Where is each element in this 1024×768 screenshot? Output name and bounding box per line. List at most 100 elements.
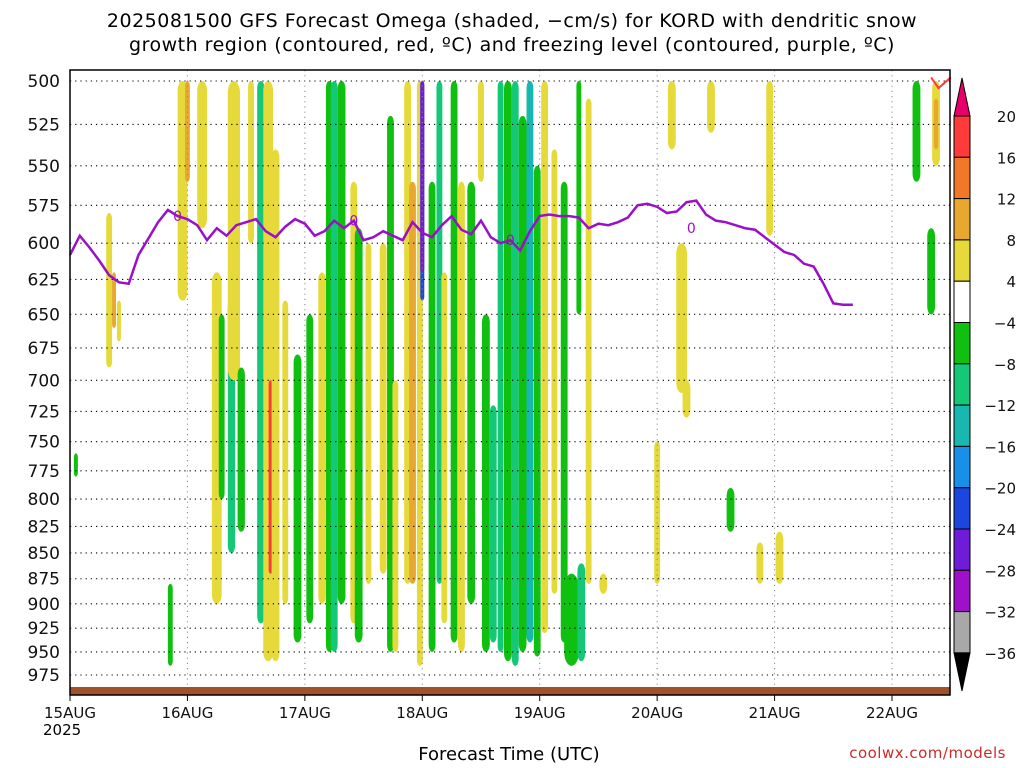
omega-shade-streak-0 bbox=[73, 453, 78, 477]
omega-shade-streak-37 bbox=[436, 81, 443, 584]
omega-shade-streak-3 bbox=[116, 300, 121, 342]
omega-shade-streak-21 bbox=[318, 272, 326, 604]
omega-shade-streak-13 bbox=[248, 81, 254, 244]
omega-shade-streak-68 bbox=[912, 81, 921, 182]
colorbar-bin-4 bbox=[953, 280, 971, 324]
colorbar-label-8: −16 bbox=[984, 438, 1016, 456]
omega-shade-streak-62 bbox=[682, 380, 691, 418]
y-tick-label-950: 950 bbox=[28, 643, 60, 663]
colorbar-bin-11 bbox=[953, 569, 971, 613]
omega-shade-streak-45 bbox=[497, 81, 504, 652]
omega-shade-streak-47 bbox=[511, 81, 519, 666]
omega-shade-streak-40 bbox=[458, 181, 465, 652]
colorbar-top-arrow bbox=[953, 77, 971, 117]
omega-shade-streak-15 bbox=[263, 81, 274, 662]
y-tick-label-850: 850 bbox=[28, 544, 60, 564]
colorbar-bin-9 bbox=[953, 487, 971, 530]
omega-shade-streak-6 bbox=[184, 81, 190, 182]
x-tick-label-20AUG: 20AUG bbox=[631, 704, 683, 722]
colorbar-bottom-arrow bbox=[953, 652, 971, 692]
freezing-level-layer: 0 0 0 0 0 bbox=[68, 0, 952, 306]
colorbar-label-6: −8 bbox=[994, 356, 1016, 374]
y-tick-label-975: 975 bbox=[28, 666, 60, 686]
omega-shade-streak-36 bbox=[428, 181, 436, 652]
omega-shade-streak-43 bbox=[481, 314, 490, 652]
x-tick-label-21AUG: 21AUG bbox=[749, 704, 801, 722]
colorbar-label-10: −24 bbox=[984, 521, 1016, 539]
omega-shade-streak-11 bbox=[227, 81, 241, 381]
y-tick-label-750: 750 bbox=[28, 433, 60, 453]
colorbar: 20 16 12 8 4 −4 −8 −12 −16 −20 −24 −28 −32 −36 bbox=[953, 77, 1016, 692]
colorbar-label-5: −4 bbox=[994, 315, 1016, 333]
omega-shade-streak-32 bbox=[409, 181, 416, 584]
y-tick-label-525: 525 bbox=[28, 115, 60, 135]
x-axis-labels: 15AUG 16AUG 17AUG 18AUG 19AUG 20AUG 21AUG 22AUG bbox=[44, 695, 918, 722]
chart-title-line1: 2025081500 GFS Forecast Omega (shaded, −… bbox=[106, 10, 918, 32]
freezing-level-label-3: 0 bbox=[687, 221, 696, 237]
omega-shade-streak-26 bbox=[354, 228, 363, 643]
omega-shade-streak-41 bbox=[467, 181, 476, 604]
colorbar-bin-5 bbox=[953, 322, 971, 365]
x-axis-title: Forecast Time (UTC) bbox=[418, 744, 600, 765]
colorbar-label-12: −32 bbox=[984, 604, 1016, 622]
y-axis-labels: 500 525 550 575 600 625 650 675 700 725 750 775 800 8… bbox=[28, 72, 60, 686]
omega-shade-streak-61 bbox=[676, 243, 687, 393]
colorbar-bin-7 bbox=[953, 404, 971, 447]
ground-strip bbox=[70, 687, 950, 695]
omega-shade-streak-14 bbox=[257, 81, 265, 624]
omega-shade-streak-49 bbox=[526, 81, 534, 643]
y-tick-label-575: 575 bbox=[28, 196, 60, 216]
y-tick-label-800: 800 bbox=[28, 490, 60, 510]
omega-shade-streak-46 bbox=[503, 81, 512, 662]
omega-shade-streak-9 bbox=[218, 314, 225, 500]
omega-shade-streak-1 bbox=[106, 213, 113, 368]
x-tick-label-22AUG: 22AUG bbox=[866, 704, 918, 722]
freezing-level-label-4: 0 bbox=[858, 0, 867, 4]
colorbar-label-2: 12 bbox=[997, 191, 1016, 209]
x-axis-year: 2025 bbox=[43, 721, 82, 739]
colorbar-label-13: −36 bbox=[984, 645, 1016, 663]
omega-shade-streak-4 bbox=[167, 583, 173, 666]
omega-shade-streak-29 bbox=[387, 115, 394, 652]
y-tick-label-875: 875 bbox=[28, 570, 60, 590]
omega-shade-streak-12 bbox=[237, 367, 245, 532]
y-tick-label-675: 675 bbox=[28, 339, 60, 359]
omega-shade-streak-69 bbox=[927, 228, 936, 315]
x-tick-label-15AUG: 15AUG bbox=[44, 704, 96, 722]
site-credit-link[interactable]: coolwx.com/models bbox=[849, 744, 1006, 762]
omega-shade-streak-63 bbox=[707, 81, 715, 133]
omega-shade-streak-30 bbox=[392, 380, 399, 652]
freezing-level-label-1: 0 bbox=[349, 214, 358, 230]
omega-shade-streak-48 bbox=[518, 115, 527, 652]
colorbar-bin-3 bbox=[953, 239, 971, 282]
y-tick-label-925: 925 bbox=[28, 619, 60, 639]
omega-shade-streak-60 bbox=[667, 81, 676, 150]
x-tick-label-19AUG: 19AUG bbox=[514, 704, 566, 722]
omega-shade-streak-38 bbox=[441, 272, 448, 624]
colorbar-bin-6 bbox=[953, 363, 971, 406]
x-tick-label-16AUG: 16AUG bbox=[161, 704, 213, 722]
omega-shade-streak-24 bbox=[337, 81, 346, 604]
omega-shade-streak-67 bbox=[775, 531, 784, 584]
omega-shade-streak-18 bbox=[282, 300, 289, 604]
omega-shade-streak-57 bbox=[585, 98, 592, 584]
omega-shade-streak-28 bbox=[379, 243, 387, 574]
colorbar-bin-2 bbox=[953, 198, 971, 241]
chart-title-line2: growth region (contoured, red, ºC) and f… bbox=[129, 34, 895, 56]
colorbar-bin-1 bbox=[953, 156, 971, 200]
y-tick-label-900: 900 bbox=[28, 595, 60, 615]
omega-shade-streak-71 bbox=[933, 98, 939, 150]
omega-shade-streak-54 bbox=[564, 573, 579, 666]
colorbar-label-4: 4 bbox=[1006, 273, 1016, 291]
omega-shading-layer bbox=[73, 81, 940, 666]
omega-shade-streak-52 bbox=[551, 149, 558, 594]
y-tick-label-500: 500 bbox=[28, 72, 60, 92]
omega-shade-streak-53 bbox=[560, 181, 568, 643]
omega-shade-streak-39 bbox=[450, 81, 458, 643]
colorbar-label-11: −28 bbox=[984, 562, 1016, 580]
y-tick-label-775: 775 bbox=[28, 462, 60, 482]
omega-shade-streak-35 bbox=[420, 81, 425, 273]
y-tick-label-650: 650 bbox=[28, 305, 60, 325]
freezing-level-label-0: 0 bbox=[173, 209, 182, 225]
